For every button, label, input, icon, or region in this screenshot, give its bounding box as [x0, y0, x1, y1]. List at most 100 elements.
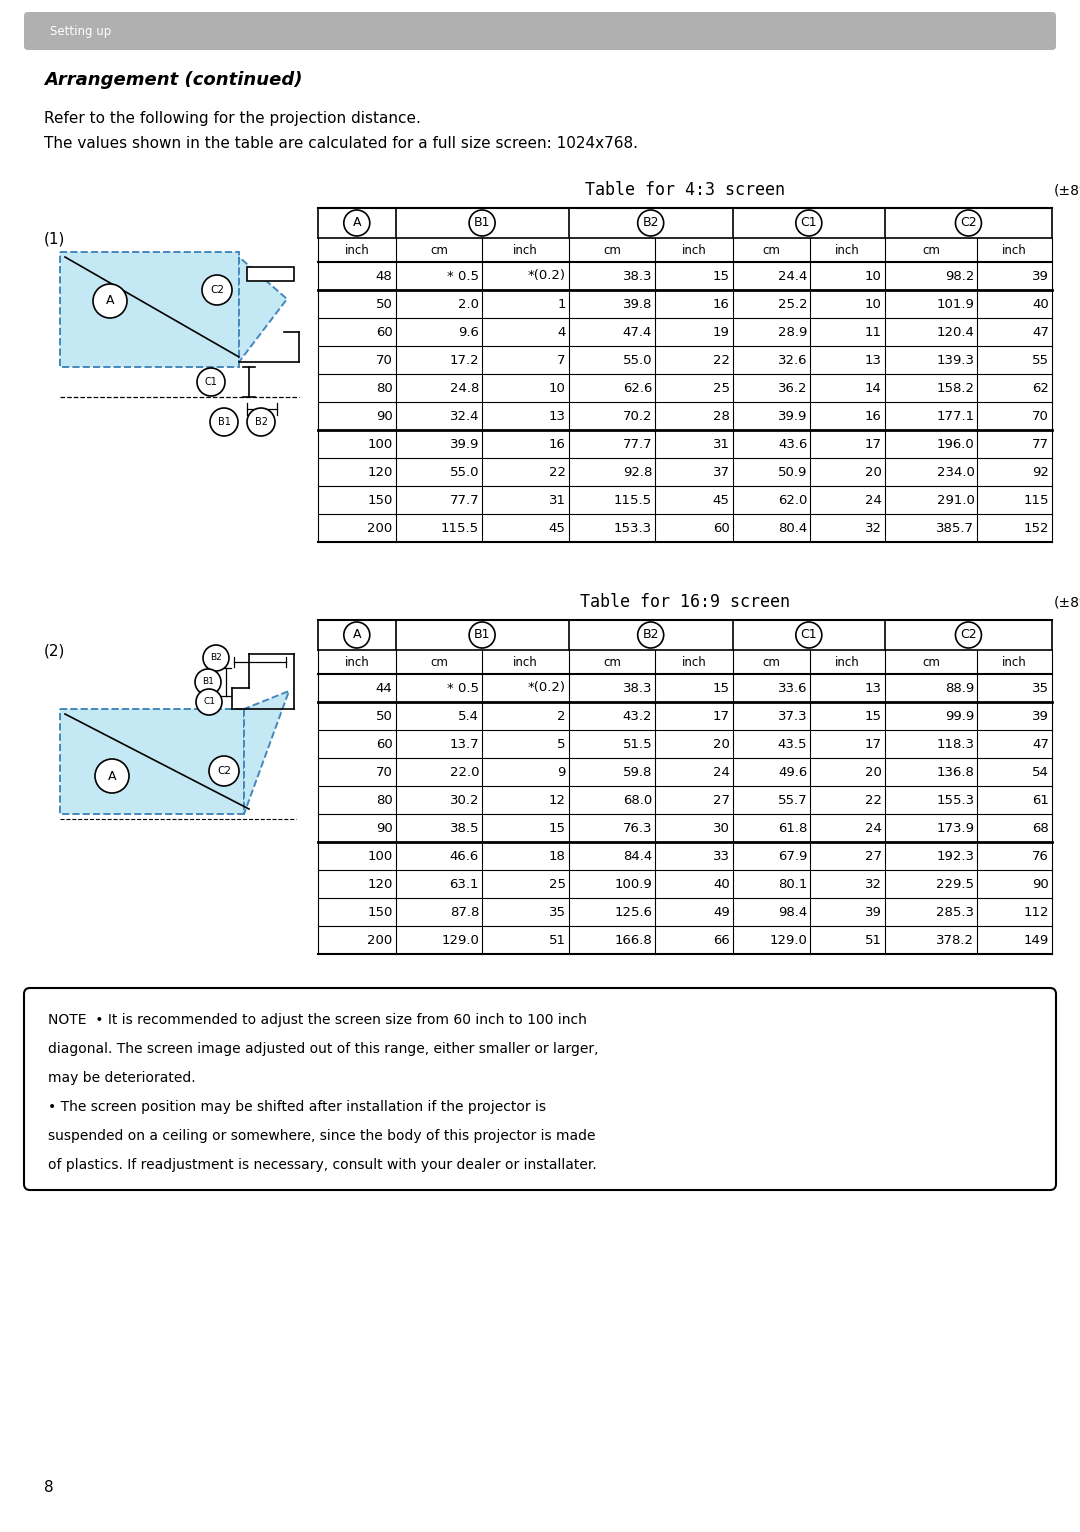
- Text: 60: 60: [713, 521, 730, 535]
- Circle shape: [796, 622, 822, 648]
- Text: 62.6: 62.6: [623, 381, 652, 395]
- Circle shape: [637, 210, 664, 236]
- Text: 55.0: 55.0: [623, 354, 652, 366]
- Text: 18: 18: [549, 850, 566, 863]
- Text: 17: 17: [865, 737, 882, 751]
- Text: * 0.5: * 0.5: [447, 270, 480, 282]
- Text: C2: C2: [217, 766, 231, 777]
- Text: 90: 90: [376, 409, 392, 423]
- Text: 22.0: 22.0: [449, 766, 480, 778]
- Text: 150: 150: [367, 905, 392, 919]
- Text: inch: inch: [681, 656, 706, 668]
- Text: 16: 16: [865, 409, 882, 423]
- Polygon shape: [244, 691, 289, 813]
- Text: C2: C2: [960, 628, 976, 642]
- Text: 125.6: 125.6: [615, 905, 652, 919]
- Text: 55.7: 55.7: [778, 794, 808, 806]
- Text: 158.2: 158.2: [936, 381, 974, 395]
- Text: A: A: [352, 216, 361, 230]
- Text: 49: 49: [713, 905, 730, 919]
- Text: 39.8: 39.8: [623, 297, 652, 311]
- Text: 68: 68: [1032, 821, 1049, 835]
- Text: 200: 200: [367, 521, 392, 535]
- Text: 70: 70: [1032, 409, 1049, 423]
- Text: Setting up: Setting up: [50, 26, 111, 38]
- Text: 129.0: 129.0: [442, 933, 480, 947]
- Text: 100.9: 100.9: [615, 878, 652, 890]
- Text: 32.6: 32.6: [778, 354, 808, 366]
- Text: 10: 10: [549, 381, 566, 395]
- Text: 20: 20: [713, 737, 730, 751]
- FancyBboxPatch shape: [24, 988, 1056, 1190]
- Text: 92.8: 92.8: [623, 466, 652, 478]
- Text: C1: C1: [800, 628, 818, 642]
- Text: 76: 76: [1032, 850, 1049, 863]
- Text: (2): (2): [44, 643, 66, 659]
- Text: 378.2: 378.2: [936, 933, 974, 947]
- Text: 13: 13: [865, 354, 882, 366]
- Text: 70.2: 70.2: [623, 409, 652, 423]
- Circle shape: [469, 622, 495, 648]
- Text: (±8%): (±8%): [1054, 594, 1080, 610]
- Text: C1: C1: [800, 216, 818, 230]
- Text: 62: 62: [1032, 381, 1049, 395]
- Text: 80: 80: [376, 794, 392, 806]
- Text: 38.3: 38.3: [623, 682, 652, 694]
- Text: 47: 47: [1032, 737, 1049, 751]
- Text: 51: 51: [865, 933, 882, 947]
- Text: 84.4: 84.4: [623, 850, 652, 863]
- Text: 17: 17: [865, 438, 882, 450]
- Text: B2: B2: [211, 654, 221, 662]
- Circle shape: [202, 276, 232, 305]
- Circle shape: [637, 622, 664, 648]
- Text: 17.2: 17.2: [449, 354, 480, 366]
- Circle shape: [956, 210, 982, 236]
- Text: 17: 17: [713, 709, 730, 723]
- Text: 98.4: 98.4: [778, 905, 808, 919]
- Circle shape: [195, 669, 221, 696]
- Circle shape: [210, 408, 238, 437]
- Text: C2: C2: [960, 216, 976, 230]
- Text: 291.0: 291.0: [936, 493, 974, 507]
- Circle shape: [93, 283, 127, 319]
- Text: 87.8: 87.8: [449, 905, 480, 919]
- Text: 100: 100: [367, 438, 392, 450]
- Text: 5.4: 5.4: [458, 709, 480, 723]
- Polygon shape: [60, 251, 239, 368]
- Circle shape: [247, 408, 275, 437]
- Circle shape: [796, 210, 822, 236]
- Text: C1: C1: [203, 697, 215, 706]
- Text: * 0.5: * 0.5: [447, 682, 480, 694]
- Text: cm: cm: [922, 244, 940, 256]
- Text: 285.3: 285.3: [936, 905, 974, 919]
- Text: 44: 44: [376, 682, 392, 694]
- Text: 192.3: 192.3: [936, 850, 974, 863]
- Text: 77.7: 77.7: [622, 438, 652, 450]
- Text: inch: inch: [835, 244, 860, 256]
- Text: 12: 12: [549, 794, 566, 806]
- Text: NOTE  • It is recommended to adjust the screen size from 60 inch to 100 inch: NOTE • It is recommended to adjust the s…: [48, 1013, 586, 1026]
- Text: 90: 90: [1032, 878, 1049, 890]
- Text: 152: 152: [1024, 521, 1049, 535]
- Text: 196.0: 196.0: [936, 438, 974, 450]
- Circle shape: [203, 645, 229, 671]
- Text: 15: 15: [549, 821, 566, 835]
- Text: 2.0: 2.0: [458, 297, 480, 311]
- Text: 14: 14: [865, 381, 882, 395]
- Text: 32.4: 32.4: [449, 409, 480, 423]
- Text: 229.5: 229.5: [936, 878, 974, 890]
- Text: (1): (1): [44, 231, 66, 247]
- Text: 31: 31: [549, 493, 566, 507]
- Text: 22: 22: [713, 354, 730, 366]
- Polygon shape: [239, 257, 287, 362]
- Text: 61.8: 61.8: [778, 821, 808, 835]
- Text: 20: 20: [865, 766, 882, 778]
- Circle shape: [343, 622, 369, 648]
- Text: 40: 40: [713, 878, 730, 890]
- Text: 33: 33: [713, 850, 730, 863]
- Text: 24: 24: [865, 493, 882, 507]
- Text: 49.6: 49.6: [778, 766, 808, 778]
- Text: 22: 22: [865, 794, 882, 806]
- Circle shape: [956, 622, 982, 648]
- Text: 120.4: 120.4: [936, 325, 974, 339]
